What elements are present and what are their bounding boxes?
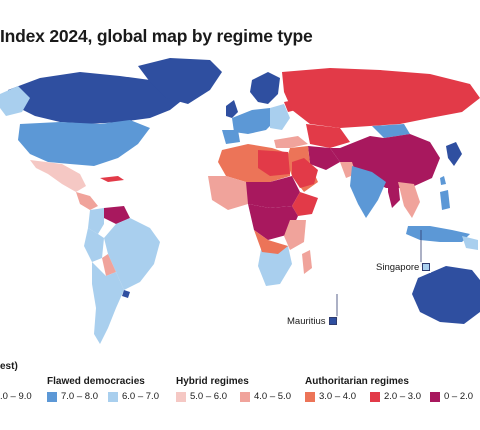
map-region-canada — [8, 72, 185, 124]
map-region-central-africa — [248, 204, 298, 240]
legend-item-auth-high: 3.0 – 4.0 — [305, 391, 356, 402]
map-region-western-europe — [232, 108, 276, 134]
map-region-kazakhstan — [306, 124, 350, 148]
map-region-brazil — [104, 218, 160, 290]
legend-swatch — [108, 391, 118, 402]
map-region-korea-japan — [446, 142, 462, 166]
legend-item-flawed-low: 6.0 – 7.0 — [108, 391, 159, 402]
map-region-venezuela — [104, 206, 130, 224]
map-region-papua — [462, 236, 478, 250]
legend-item-auth-mid: 2.0 – 3.0 — [370, 391, 421, 402]
map-region-afghanistan — [330, 148, 352, 162]
map-region-peru — [84, 228, 104, 262]
legend-range: 2.0 – 3.0 — [384, 391, 421, 402]
map-region-libya-egypt — [258, 150, 290, 176]
map-region-usa — [18, 120, 150, 166]
map-region-australia — [412, 266, 480, 324]
legend-item-auth-low: 0 – 2.0 — [430, 391, 473, 402]
legend-swatch — [176, 391, 186, 402]
map-region-india — [350, 166, 386, 218]
legend-group-title-hybrid: Hybrid regimes — [176, 376, 249, 387]
legend-range: 7.0 – 8.0 — [61, 391, 98, 402]
legend-swatch — [430, 391, 440, 402]
legend-range: 4.0 – 5.0 — [254, 391, 291, 402]
legend-range: .0 – 9.0 — [0, 391, 32, 402]
map-region-colombia — [88, 208, 104, 234]
legend-swatch — [370, 391, 380, 402]
map-region-bolivia — [102, 254, 116, 276]
map-region-iran — [308, 146, 340, 170]
map-region-taiwan — [440, 176, 446, 185]
map-region-mongolia — [372, 124, 410, 138]
map-region-angola-zimbabwe — [254, 230, 288, 254]
map-region-philippines — [440, 190, 450, 210]
map-region-iberia — [222, 130, 240, 144]
singapore-swatch — [422, 263, 431, 272]
map-region-cuba — [100, 176, 124, 182]
map-region-alaska — [0, 86, 30, 116]
map-region-saudi — [292, 158, 318, 188]
legend-item-full-democracy: .0 – 9.0 — [0, 391, 32, 402]
world-map — [0, 58, 480, 344]
singapore-callout: Singapore — [375, 262, 432, 273]
map-region-scandinavia — [250, 72, 280, 104]
map-region-horn-africa — [292, 192, 318, 216]
page-title: Index 2024, global map by regime type — [0, 26, 313, 46]
map-region-eastern-europe — [270, 104, 290, 130]
map-region-myanmar — [388, 178, 400, 208]
legend-item-flawed-high: 7.0 – 8.0 — [47, 391, 98, 402]
singapore-label: Singapore — [376, 262, 420, 273]
map-region-uk — [226, 100, 238, 118]
map-region-madagascar — [302, 250, 312, 274]
mauritius-label: Mauritius — [287, 316, 326, 327]
map-region-chile-argentina — [92, 262, 124, 344]
map-region-indonesia — [406, 226, 470, 242]
map-region-turkey — [274, 136, 308, 148]
legend-range: 3.0 – 4.0 — [319, 391, 356, 402]
legend-item-hybrid-low: 4.0 – 5.0 — [240, 391, 291, 402]
legend-group-title-flawed: Flawed democracies — [47, 376, 145, 387]
map-region-mexico — [30, 160, 86, 192]
map-region-southern-africa — [258, 244, 292, 286]
legend-item-hybrid-high: 5.0 – 6.0 — [176, 391, 227, 402]
legend-swatch — [305, 391, 315, 402]
map-region-central-america — [76, 192, 98, 210]
map-region-sahel — [236, 176, 300, 208]
map-region-west-africa — [208, 176, 248, 210]
legend-range: 0 – 2.0 — [444, 391, 474, 402]
legend-group-title-authoritarian: Authoritarian regimes — [305, 376, 409, 387]
map-region-uruguay — [122, 290, 130, 298]
map-region-east-africa — [284, 220, 306, 250]
map-region-southeast-asia — [398, 182, 420, 218]
legend-left-header: est) — [0, 361, 18, 372]
map-region-greenland — [138, 58, 222, 104]
mauritius-callout: Mauritius — [286, 316, 338, 327]
legend-swatch — [240, 391, 250, 402]
legend-range: 5.0 – 6.0 — [190, 391, 227, 402]
legend-range: 6.0 – 7.0 — [122, 391, 159, 402]
legend-swatch — [47, 391, 57, 402]
mauritius-swatch — [328, 317, 337, 326]
map-region-russia — [282, 68, 480, 128]
